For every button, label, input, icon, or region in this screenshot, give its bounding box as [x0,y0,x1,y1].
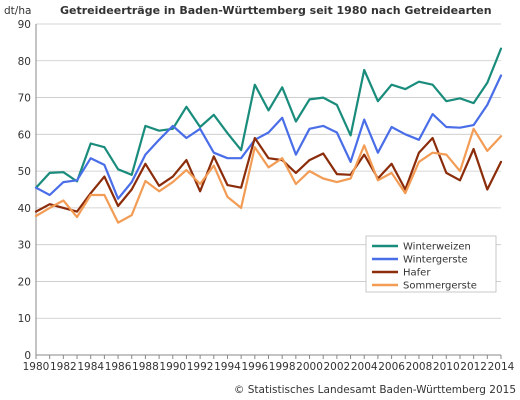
series-line-sommergerste [34,127,503,224]
x-tick-label: 1990 [159,361,186,373]
x-tick-label: 2010 [433,361,460,373]
x-tick-label: 1996 [241,361,268,373]
y-axis-unit-label: dt/ha [4,5,31,17]
legend-label-winterweizen: Winterweizen [403,242,471,253]
series-line-winterweizen [34,47,503,189]
y-tick-label: 90 [18,19,31,31]
y-tick-label: 70 [18,93,31,105]
y-tick-label: 40 [18,203,31,215]
x-tick-label: 2014 [488,361,515,373]
x-tick-label: 2012 [460,361,487,373]
series-line-hafer [34,136,503,213]
legend-label-hafer: Hafer [403,268,431,279]
x-tick-label: 1998 [269,361,296,373]
series-line-wintergerste [34,74,503,200]
x-tick-label: 1994 [214,361,241,373]
x-tick-label: 2006 [378,361,405,373]
x-tick-label: 1982 [50,361,77,373]
x-tick-label: 2004 [351,361,378,373]
y-tick-label: 0 [24,350,31,362]
x-tick-label: 2000 [296,361,323,373]
series-layer [34,47,503,224]
y-tick-label: 60 [18,129,31,141]
y-tick-label: 20 [18,276,31,288]
x-tick-label: 1980 [23,361,50,373]
source-credit: © Statistisches Landesamt Baden-Württemb… [234,384,516,396]
y-tick-label: 30 [18,240,31,252]
y-tick-label: 50 [18,166,31,178]
x-tick-label: 1986 [105,361,132,373]
legend-label-sommergerste: Sommergerste [403,281,477,292]
grid-layer [36,23,501,319]
chart-title: Getreideerträge in Baden-Württemberg sei… [60,4,492,17]
x-tick-label: 1984 [77,361,104,373]
x-tick-label: 2008 [406,361,433,373]
x-tick-label: 2002 [324,361,351,373]
y-tick-label: 10 [18,313,31,325]
legend-label-wintergerste: Wintergerste [403,255,468,266]
x-tick-label: 1992 [187,361,214,373]
y-tick-label: 80 [18,56,31,68]
legend: Winterweizen Wintergerste Hafer Sommergerst… [365,235,497,293]
x-tick-label: 1988 [132,361,159,373]
